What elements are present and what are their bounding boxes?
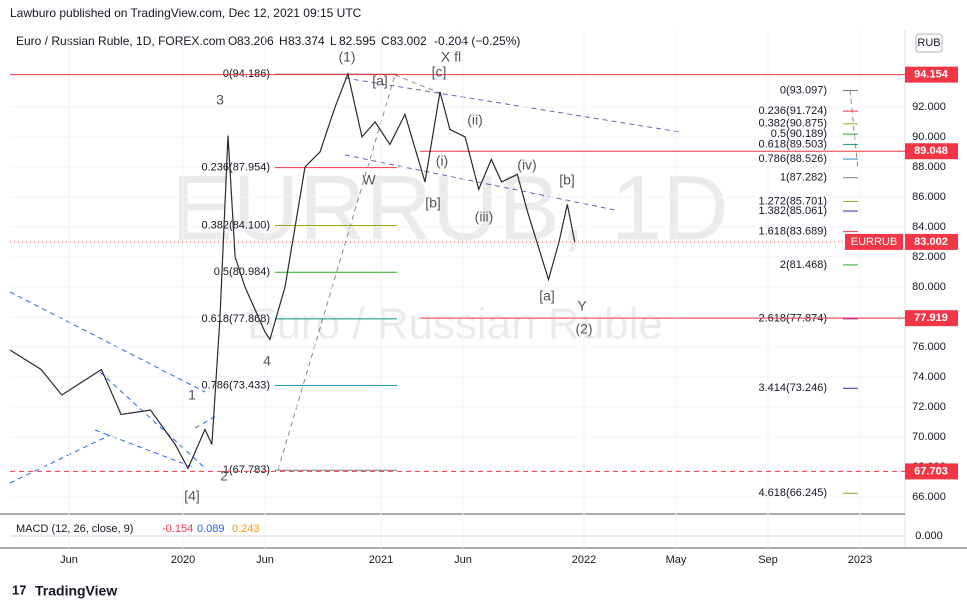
wave-label: [4] <box>184 488 200 504</box>
fib-label: 2(81.468) <box>780 259 827 271</box>
symbol: Euro / Russian Ruble, 1D, FOREX.com <box>16 34 225 48</box>
y-tick-label: 86.000 <box>912 191 946 203</box>
macd-value: -0.154 <box>162 523 193 535</box>
x-tick-label: 2023 <box>848 554 872 566</box>
last-price-tag <box>905 233 958 250</box>
x-tick-label: Jun <box>256 554 274 566</box>
wave-label: (iv) <box>517 157 536 173</box>
fib-label: 1(87.282) <box>780 172 827 184</box>
price-tag <box>905 463 958 480</box>
y-tick-label: 74.000 <box>912 371 946 383</box>
x-tick-label: 2020 <box>171 554 195 566</box>
wave-label: (1) <box>338 49 355 65</box>
y-tick-label: 72.000 <box>912 401 946 413</box>
fib-label: 0.786(73.433) <box>202 379 271 391</box>
fib-label: 0.236(87.954) <box>202 162 271 174</box>
fib-label: 3.414(73.246) <box>759 382 828 394</box>
ohlc-value: 83.206 <box>237 34 274 48</box>
y-tick-label: 84.000 <box>912 221 946 233</box>
symbol-tag <box>845 233 903 250</box>
fib-label: 0(93.097) <box>780 84 827 96</box>
fib-label: 1.382(85.061) <box>759 205 828 217</box>
wave-label: 2 <box>220 468 228 484</box>
wave-label: [c] <box>432 64 447 80</box>
price-tag-label: 89.048 <box>914 145 948 157</box>
macd-value: 0.089 <box>197 523 225 535</box>
symbol-tag-label: EURRUB <box>851 236 897 248</box>
price-tag-label: 94.154 <box>914 69 949 81</box>
fib-label: 0.618(77.868) <box>202 313 271 325</box>
macd-label: MACD (12, 26, close, 9) <box>16 523 133 535</box>
trend-lines <box>9 74 859 484</box>
x-tick-label: Jun <box>454 554 472 566</box>
wave-label: [a] <box>372 73 388 89</box>
wave-label: X fl <box>441 49 461 65</box>
ohlc-value: 83.374 <box>288 34 325 48</box>
ohlc-key: O <box>228 34 237 48</box>
footer-logo: 17 <box>12 582 26 597</box>
price-tag <box>905 143 958 160</box>
wave-label: W <box>362 172 376 188</box>
price-tag <box>905 66 958 83</box>
ohlc-value: 83.002 <box>390 34 427 48</box>
x-tick-label: Jun <box>60 554 78 566</box>
x-tick-label: 2022 <box>572 554 596 566</box>
x-tick-label: 2021 <box>369 554 393 566</box>
ohlc-key: H <box>279 34 288 48</box>
wave-label: (2) <box>575 321 592 337</box>
wave-label: Y <box>577 298 587 314</box>
y-tick-label: 66.000 <box>912 491 946 503</box>
footer-brand: TradingView <box>35 583 117 599</box>
y-tick-label: 82.000 <box>912 251 946 263</box>
x-tick-label: May <box>666 554 687 566</box>
wave-label: 3 <box>216 92 224 108</box>
price-tag <box>905 310 958 327</box>
fib-label: 0.618(89.503) <box>759 138 828 150</box>
wave-label: [b] <box>559 172 575 188</box>
fib-label: 0.236(91.724) <box>759 105 828 117</box>
currency-button[interactable] <box>915 33 943 53</box>
x-tick-label: Sep <box>758 554 778 566</box>
wave-label: 1 <box>188 387 196 403</box>
y-tick-label: 90.000 <box>912 131 946 143</box>
fib-label: 1.272(85.701) <box>759 195 828 207</box>
fib-label: 2.618(77.874) <box>759 313 828 325</box>
fib-label: 4.618(66.245) <box>759 487 828 499</box>
fib-label: 0.382(84.100) <box>202 219 271 231</box>
y-tick-label: 70.000 <box>912 431 946 443</box>
price-line-series <box>9 71 576 470</box>
fib-label: 0.5(90.189) <box>771 128 827 140</box>
fib-label: 1.618(83.689) <box>759 226 828 238</box>
wave-label: (ii) <box>467 112 483 128</box>
currency: RUB <box>917 37 940 49</box>
fib-label: 0.786(88.526) <box>759 153 828 165</box>
y-tick-label: 80.000 <box>912 281 946 293</box>
fib-label: 0.5(80.984) <box>214 266 270 278</box>
y-tick-label: 76.000 <box>912 341 946 353</box>
wave-label: [a] <box>539 288 555 304</box>
ohlc-value: 82.595 <box>339 34 376 48</box>
wave-label: (iii) <box>475 209 494 225</box>
price-tag-label: 67.703 <box>914 465 948 477</box>
fib-label: 0(94.186) <box>223 68 270 80</box>
watermark: Euro / Russian Ruble <box>247 300 663 349</box>
wave-label: [b] <box>425 195 441 211</box>
price-tag-label: 77.919 <box>914 312 948 324</box>
macd-tick-label: 0.000 <box>915 530 943 542</box>
wave-label: 4 <box>263 353 271 369</box>
fib-label: 0.382(90.875) <box>759 118 828 130</box>
y-tick-label: 92.000 <box>912 101 946 113</box>
ohlc-key: L <box>330 34 337 48</box>
y-tick-label: 88.000 <box>912 161 946 173</box>
last-price-label: 83.002 <box>914 236 948 248</box>
ohlc-key: C <box>381 34 390 48</box>
macd-value: 0.243 <box>232 523 260 535</box>
fib-label: 1(67.783) <box>223 464 270 476</box>
change: -0.204 (−0.25%) <box>434 34 520 48</box>
publisher: Lawburo published on TradingView.com, De… <box>10 6 362 20</box>
wave-label: (i) <box>436 153 448 169</box>
